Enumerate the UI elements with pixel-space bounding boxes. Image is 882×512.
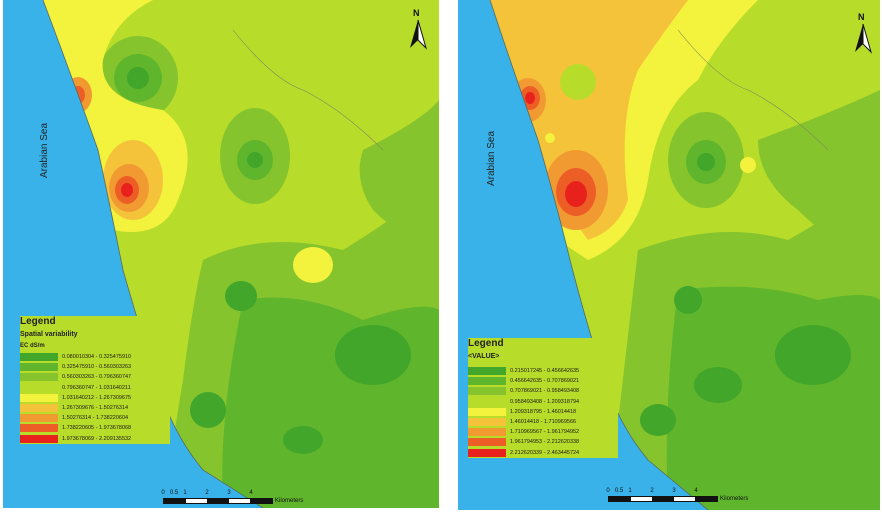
- scale-tick-label: 0: [161, 490, 165, 496]
- sea-label: Arabian Sea: [39, 122, 50, 178]
- legend-class-label: 1.961794953 - 2.212620338: [510, 439, 580, 446]
- legend-swatch: [468, 377, 506, 386]
- legend-swatch: [468, 397, 506, 406]
- legend-class-label: 1.031640212 - 1.267309675: [62, 394, 132, 401]
- legend-class-label: 1.50276314 - 1.738220604: [62, 415, 129, 422]
- legend-class-row: 0.215017245 - 0.456642635: [468, 366, 618, 376]
- legend-class-row: 0.796360747 - 1.031640211: [20, 383, 170, 393]
- scale-units: Kilometers: [275, 498, 304, 504]
- legend-swatch: [20, 363, 58, 372]
- legend-unit: EC dS/m: [20, 343, 45, 349]
- legend-class-row: 1.738220605 - 1.973678068: [20, 423, 170, 433]
- scale-tick-label: 4: [694, 488, 698, 494]
- legend-class-row: 2.212620339 - 2.463445724: [468, 448, 618, 458]
- legend-swatch: [468, 387, 506, 396]
- scale-tick-label: 0.5: [614, 488, 624, 494]
- scale-bar: 0 0.5 1 2 3 4 Kilometers: [606, 488, 748, 504]
- legend-subtitle: <VALUE>: [468, 353, 500, 360]
- north-label: N: [413, 8, 420, 18]
- scale-tick-label: 4: [249, 490, 253, 496]
- legend-swatch: [468, 448, 506, 457]
- legend-class-row: 0.080010304 - 0.325475910: [20, 352, 170, 362]
- legend-classes: 0.080010304 - 0.325475910 0.325475910 - 0…: [20, 352, 170, 444]
- legend: Legend Spatial variability EC dS/m 0.080…: [20, 316, 170, 444]
- ec-map-right: Arabian Sea N Legend <VALUE> 0.215017245…: [458, 0, 880, 510]
- scale-tick-label: 2: [205, 490, 209, 496]
- north-arrow-icon: N: [407, 8, 429, 50]
- legend-class-row: 1.961794953 - 2.212620338: [468, 437, 618, 447]
- legend-swatch: [20, 434, 58, 443]
- north-arrow-icon: N: [852, 12, 874, 54]
- legend-class-label: 0.796360747 - 1.031640211: [62, 384, 131, 391]
- legend-swatch: [20, 383, 58, 392]
- legend-class-row: 0.707869021 - 0.958493408: [468, 386, 618, 396]
- north-label: N: [858, 12, 865, 22]
- legend-swatch: [468, 418, 506, 427]
- legend-class-label: 1.209318795 - 1.46014418: [510, 408, 577, 415]
- legend-swatch: [20, 373, 58, 382]
- legend-class-label: 1.710969567 - 1.961794952: [510, 429, 580, 436]
- legend-swatch: [468, 428, 506, 437]
- legend-class-row: 1.46014418 - 1.710969566: [468, 417, 618, 427]
- scale-tick-label: 2: [650, 488, 654, 494]
- legend-class-label: 0.215017245 - 0.456642635: [510, 368, 580, 375]
- legend-class-row: 1.209318795 - 1.46014418: [468, 407, 618, 417]
- legend-class-label: 0.080010304 - 0.325475910: [62, 354, 132, 361]
- scale-tick-label: 0.5: [169, 490, 179, 496]
- scale-tick-label: 1: [183, 490, 187, 496]
- legend-swatch: [20, 424, 58, 433]
- legend-class-label: 0.560303263 - 0.796360747: [62, 374, 132, 381]
- legend-class-row: 1.973678069 - 2.209135532: [20, 434, 170, 444]
- legend-class-label: 0.325475910 - 0.560303263: [62, 364, 132, 371]
- legend-title: Legend: [20, 316, 56, 327]
- legend-title: Legend: [468, 338, 504, 349]
- legend-class-label: 1.973678069 - 2.209135532: [62, 435, 132, 442]
- legend-class-label: 0.958493408 - 1.209318794: [510, 398, 580, 405]
- legend-class-row: 1.50276314 - 1.738220604: [20, 413, 170, 423]
- sea-label: Arabian Sea: [486, 130, 497, 186]
- legend-class-label: 1.267309676 - 1.50276314: [62, 405, 129, 412]
- legend-swatch: [20, 353, 58, 362]
- legend-subtitle: Spatial variability: [20, 331, 78, 338]
- legend-swatch: [468, 438, 506, 447]
- legend-swatch: [468, 367, 506, 376]
- legend-classes: 0.215017245 - 0.456642635 0.456642635 - 0…: [468, 366, 618, 458]
- scale-tick-label: 3: [227, 490, 231, 496]
- scale-units: Kilometers: [720, 496, 749, 502]
- legend-class-row: 1.710969567 - 1.961794952: [468, 427, 618, 437]
- legend-class-row: 0.325475910 - 0.560303263: [20, 362, 170, 372]
- legend-class-label: 2.212620339 - 2.463445724: [510, 449, 580, 456]
- legend-class-row: 0.958493408 - 1.209318794: [468, 397, 618, 407]
- scale-tick-label: 0: [606, 488, 610, 494]
- legend-class-label: 1.46014418 - 1.710969566: [510, 419, 577, 426]
- legend-class-row: 0.456642635 - 0.707869021: [468, 376, 618, 386]
- scale-bar: 0 0.5 1 2 3 4 Kilometers: [161, 490, 303, 506]
- legend-class-row: 1.267309676 - 1.50276314: [20, 403, 170, 413]
- legend-swatch: [20, 414, 58, 423]
- legend-swatch: [20, 404, 58, 413]
- legend-swatch: [468, 407, 506, 416]
- legend-swatch: [20, 393, 58, 402]
- legend-class-row: 0.560303263 - 0.796360747: [20, 372, 170, 382]
- scale-tick-label: 1: [628, 488, 632, 494]
- legend: Legend <VALUE> 0.215017245 - 0.456642635…: [468, 338, 618, 458]
- legend-class-label: 0.707869021 - 0.958493408: [510, 388, 580, 395]
- ec-map-left: Arabian Sea N Legend Spatial variability…: [3, 0, 439, 508]
- legend-class-row: 1.031640212 - 1.267309675: [20, 393, 170, 403]
- legend-class-label: 1.738220605 - 1.973678068: [62, 425, 132, 432]
- scale-tick-label: 3: [672, 488, 676, 494]
- legend-class-label: 0.456642635 - 0.707869021: [510, 378, 580, 385]
